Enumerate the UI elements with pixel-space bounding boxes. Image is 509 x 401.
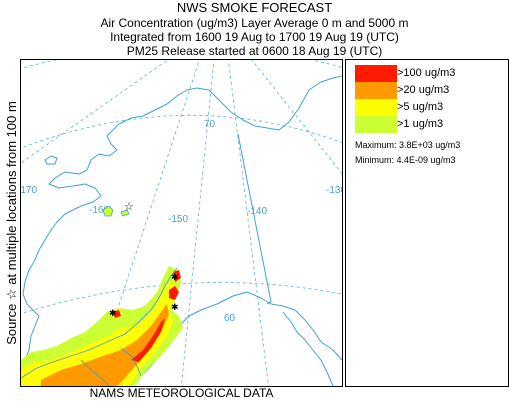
- smoke-plumes: [21, 266, 183, 386]
- legend-label-20: >20 ug/m3: [397, 84, 450, 96]
- lat-line-60: [21, 282, 342, 315]
- legend-row-1: >1 ug/m3: [355, 116, 509, 133]
- lon-line-170: [21, 60, 169, 164]
- lon-line-130: [251, 60, 342, 175]
- label-lon-130: -130: [326, 185, 342, 196]
- fire-marker-1: ✱: [171, 273, 179, 283]
- fire-marker-2: ✱: [171, 303, 179, 313]
- subtitle-integration: Integrated from 1600 19 Aug to 1700 19 A…: [110, 30, 399, 44]
- source-axis-label: Source ☆ at multiple locations from 100 …: [4, 101, 19, 345]
- coast-arctic: [118, 75, 342, 131]
- legend-minimum: Minimum: 4.4E-09 ug/m3: [355, 155, 456, 165]
- legend-label-100: >100 ug/m3: [397, 67, 456, 79]
- smoke-island-plume: [102, 205, 130, 217]
- fire-marker-3: ✱: [109, 309, 117, 319]
- legend-row-100: >100 ug/m3: [355, 65, 509, 82]
- footer-data-source: NAMS METEOROLOGICAL DATA: [89, 386, 274, 400]
- legend-swatch-5: [355, 99, 397, 116]
- coast-west: [21, 123, 120, 371]
- legend-swatch-100: [355, 65, 397, 82]
- subtitle-release: PM25 Release started at 0600 18 Aug 19 (…: [126, 44, 383, 58]
- fire-source-markers: ✱ ✱ ✱: [109, 273, 179, 319]
- coastline-overlay: [21, 267, 178, 386]
- subtitle-concentration: Air Concentration (ug/m3) Layer Average …: [100, 16, 409, 30]
- lat-line-75: [21, 60, 342, 69]
- coast-panhandle: [282, 311, 334, 386]
- border-canada: [237, 133, 272, 305]
- lon-line-140: [228, 60, 269, 386]
- smoke-map[interactable]: 70 60 -170 -160 -150 -140 -130 ☆: [20, 59, 343, 387]
- lat-line-70: [21, 114, 342, 149]
- legend-swatch-1: [355, 116, 397, 133]
- label-lon-140: -140: [247, 206, 267, 217]
- island-st-lawrence: [44, 155, 58, 165]
- label-lon-150: -150: [168, 214, 188, 225]
- legend-panel: >100 ug/m3 >20 ug/m3 >5 ug/m3 >1 ug/m3 M…: [345, 59, 509, 387]
- lon-line-150: [180, 60, 215, 386]
- legend-swatch-20: [355, 82, 397, 99]
- page-title: NWS SMOKE FORECAST: [176, 0, 333, 15]
- source-star-marker: ☆: [124, 200, 134, 213]
- label-lon-170: -170: [21, 185, 37, 196]
- coastline: [21, 75, 342, 386]
- legend-label-5: >5 ug/m3: [397, 101, 444, 113]
- label-lat-60: 60: [224, 313, 236, 324]
- map-canvas: 70 60 -170 -160 -150 -140 -130 ☆: [21, 60, 342, 386]
- legend-row-5: >5 ug/m3: [355, 99, 509, 116]
- legend-label-1: >1 ug/m3: [397, 118, 444, 130]
- label-lat-70: 70: [204, 119, 216, 130]
- label-lon-160: -160: [89, 205, 109, 216]
- legend-maximum: Maximum: 3.8E+03 ug/m3: [355, 140, 461, 150]
- legend-row-20: >20 ug/m3: [355, 82, 509, 99]
